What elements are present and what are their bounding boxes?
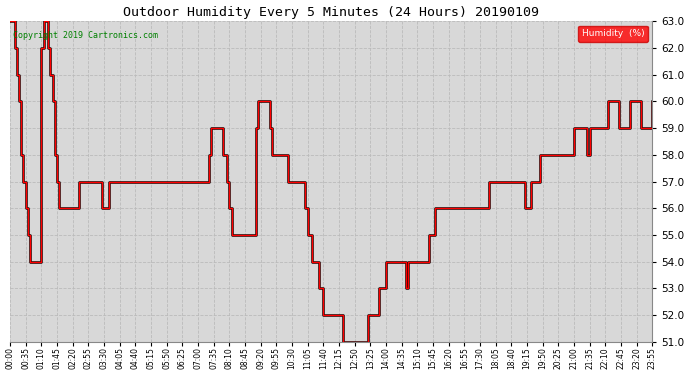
Title: Outdoor Humidity Every 5 Minutes (24 Hours) 20190109: Outdoor Humidity Every 5 Minutes (24 Hou… [124, 6, 539, 18]
Legend: Humidity  (%): Humidity (%) [578, 26, 648, 42]
Text: Copyright 2019 Cartronics.com: Copyright 2019 Cartronics.com [13, 31, 158, 40]
